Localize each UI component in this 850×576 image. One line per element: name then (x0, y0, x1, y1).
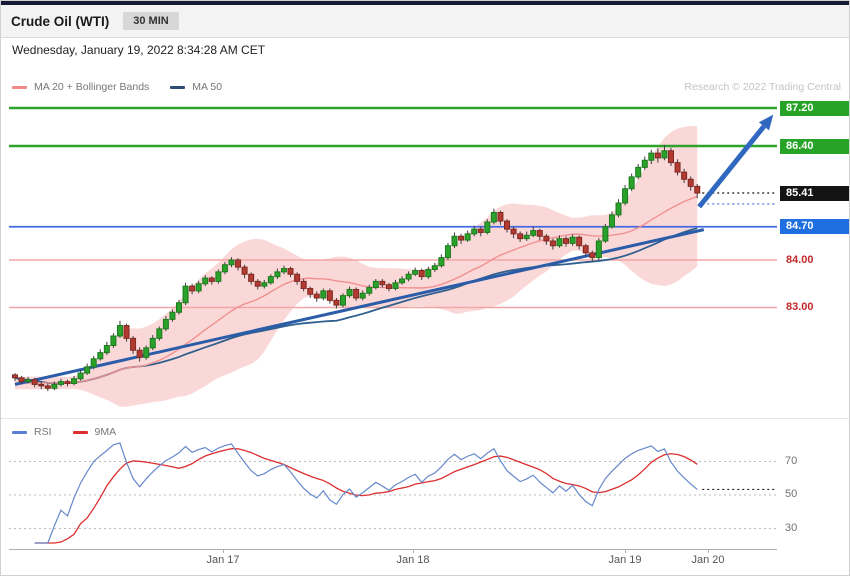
x-axis-tick (223, 549, 224, 553)
main-legend: MA 20 + Bollinger Bands MA 50 Research ©… (12, 81, 841, 93)
rsi-swatch-icon (12, 430, 27, 434)
rsi-ma-legend-label: 9MA (94, 426, 117, 438)
ma20-legend-label: MA 20 + Bollinger Bands (34, 81, 150, 93)
ma20-line (15, 195, 698, 384)
panel-divider (1, 418, 849, 419)
ma50-swatch-icon (170, 85, 186, 89)
x-axis-label-jan19: Jan 19 (608, 554, 642, 566)
x-axis-line (9, 549, 777, 550)
instrument-title: Crude Oil (WTI) (11, 13, 110, 29)
timeframe-badge[interactable]: 30 MIN (123, 12, 179, 30)
projection-arrow (697, 124, 766, 209)
projection-arrowhead (758, 114, 774, 131)
rsi-legend: RSI 9MA (12, 426, 116, 438)
chart-timestamp: Wednesday, January 19, 2022 8:34:28 AM C… (12, 43, 266, 57)
header: Crude Oil (WTI) 30 MIN (1, 5, 849, 38)
pivot-label-84-70: 84.70 (780, 219, 849, 235)
ma20-swatch-icon (12, 85, 27, 89)
rsi-line (34, 442, 698, 544)
rsi-level-30: 30 (785, 521, 798, 534)
ma50-legend-label: MA 50 (192, 81, 223, 93)
bollinger-band (15, 125, 698, 407)
candles (12, 145, 701, 392)
research-credit: Research © 2022 Trading Central (684, 81, 841, 93)
x-axis-tick (413, 549, 414, 553)
x-axis-tick (708, 549, 709, 553)
price-chart-svg (9, 106, 777, 407)
x-axis-label-jan20: Jan 20 (691, 554, 725, 566)
x-axis-tick (625, 549, 626, 553)
rsi-legend-label: RSI (34, 426, 52, 438)
top-accent-bar (1, 1, 849, 5)
x-axis-label-jan18: Jan 18 (396, 554, 430, 566)
support-label-84-00: 84.00 (786, 253, 814, 266)
current-price-label: 85.41 (780, 185, 849, 201)
rsi-chart-svg (9, 442, 777, 544)
rsi-level-50: 50 (785, 488, 798, 500)
trendline (14, 228, 705, 386)
rsi-level-70: 70 (785, 454, 798, 467)
resistance-label-87-20: 87.20 (780, 100, 849, 116)
x-axis-label-jan17: Jan 17 (206, 554, 240, 566)
resistance-label-86-40: 86.40 (780, 138, 849, 154)
rsi-ma-line (34, 448, 698, 544)
support-label-83-00: 83.00 (786, 301, 814, 313)
rsi-ma-swatch-icon (72, 430, 88, 434)
